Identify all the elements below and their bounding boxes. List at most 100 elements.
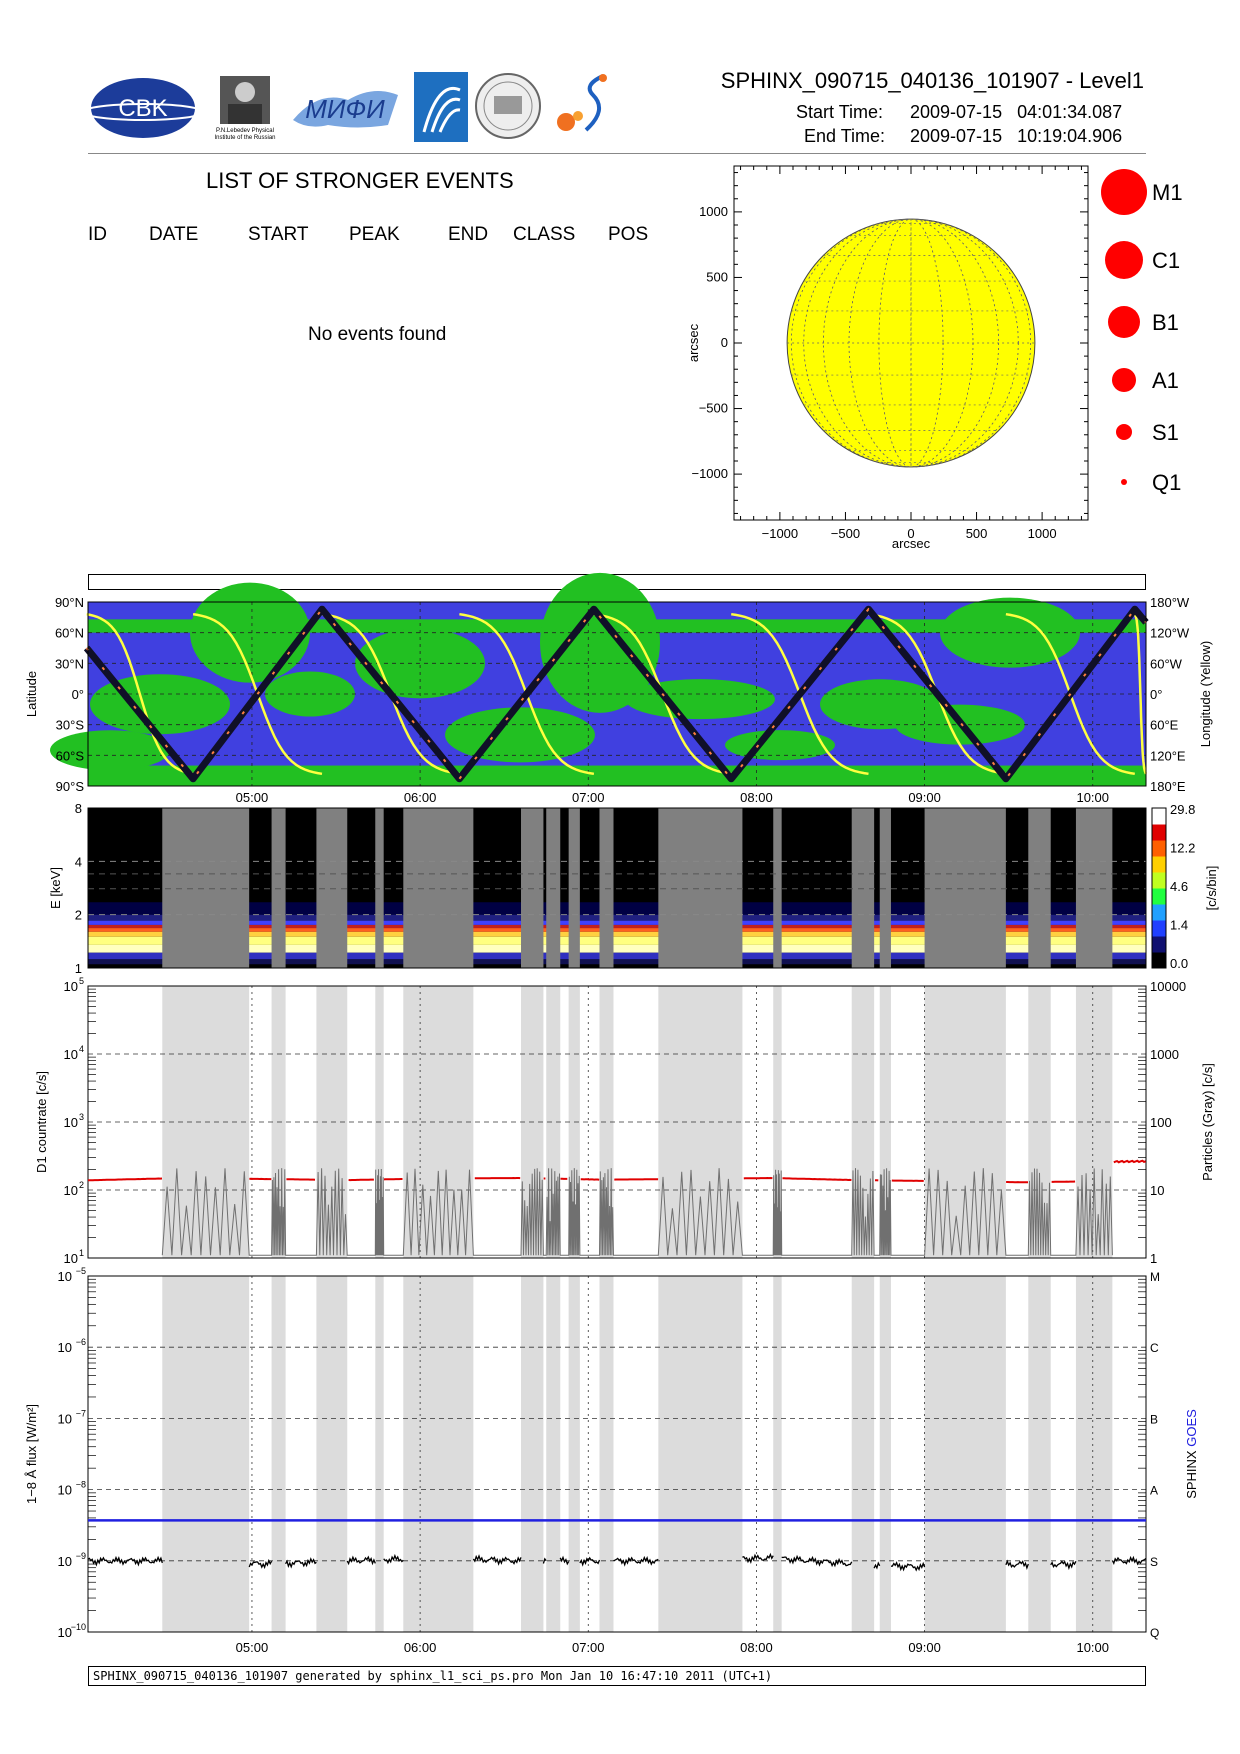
countrate-right-tick: 1000 xyxy=(1150,1047,1179,1062)
mifi-logo: МИФИ xyxy=(293,91,398,128)
colorbar-tick: 12.2 xyxy=(1170,841,1195,856)
flux-panel-gap xyxy=(924,1276,1006,1632)
orbit-frame xyxy=(87,601,1147,787)
flux-ytick-exp: −10 xyxy=(71,1622,86,1632)
flux-ytick: 10 xyxy=(58,1411,72,1426)
countrate-panel-gap xyxy=(879,986,891,1258)
colorbar-segment xyxy=(1152,888,1166,905)
disk-longitude-line xyxy=(878,218,944,468)
svg-text:Institute of the Russian: Institute of the Russian xyxy=(214,135,275,141)
disk-ytick-label: −500 xyxy=(699,401,728,416)
events-title: LIST OF STRONGER EVENTS xyxy=(206,168,514,193)
countrate-ytick-exp: 5 xyxy=(79,976,84,986)
flux-ytick-exp: −9 xyxy=(76,1551,86,1561)
colorbar-segment xyxy=(1152,808,1166,825)
orbit-ylabel: Latitude xyxy=(24,671,39,717)
countrate-ytick-exp: 4 xyxy=(79,1044,84,1054)
orbit-track-highlight xyxy=(85,607,1147,781)
spectrogram-gap xyxy=(521,808,544,968)
disk-ytick-label: 1000 xyxy=(699,204,728,219)
flux-time-label: 07:00 xyxy=(572,1640,605,1655)
legend-marker-q1 xyxy=(1121,479,1127,485)
flux-panel-gap xyxy=(658,1276,743,1632)
spectrogram-gap xyxy=(403,808,474,968)
orbit-lat-tick: 90°S xyxy=(56,779,85,794)
spectrogram-gap xyxy=(1028,808,1051,968)
col-start: START xyxy=(248,224,309,245)
flux-panel-gap xyxy=(546,1276,561,1632)
disk-ytick-label: 500 xyxy=(706,269,728,284)
disk-xtick-label: −1000 xyxy=(762,526,799,541)
colorbar-frame xyxy=(1151,807,1167,969)
sphinx-flux-line xyxy=(87,1552,1147,1572)
flux-ytick-exp: −6 xyxy=(76,1337,86,1347)
disk-ytick-label: −1000 xyxy=(691,466,728,481)
flux-panel-gap xyxy=(773,1276,782,1632)
legend-label-s1: S1 xyxy=(1152,420,1179,445)
disk-ylabel: arcsec xyxy=(686,323,701,362)
spectrogram-ytick: 2 xyxy=(75,908,82,923)
orbit-lat-tick: 30°S xyxy=(56,718,85,733)
colorbar-segment xyxy=(1152,952,1166,969)
legend-marker-a1 xyxy=(1112,368,1136,392)
arrow-logo xyxy=(414,72,468,142)
countrate-ytick: 10 xyxy=(64,1251,78,1266)
flux-panel-gap xyxy=(568,1276,580,1632)
col-class: CLASS xyxy=(513,224,576,245)
spectrogram-panel: 8 4 2 1 E [keV] 29.8 12.2 4.6 1.4 0.0 [c/s/bin] xyxy=(48,801,1219,976)
mifi-logo-text: МИФИ xyxy=(305,94,385,124)
orbit-land-south xyxy=(88,765,1146,786)
orbit-longitude-curve xyxy=(1133,613,1148,775)
orbit-land-patch xyxy=(265,671,355,717)
colorbar-segment xyxy=(1152,936,1166,953)
logo-strip: CBK P.N.Lebedev Physical Institute of th… xyxy=(82,70,628,146)
flux-panel: 10 −5 M10 −6 C10 −7 B10 −8 A10 −9 S10−10 Q1−8 Å flu… xyxy=(24,1266,1199,1655)
countrate-ytick: 10 xyxy=(64,1115,78,1130)
disk-content xyxy=(786,218,1036,468)
countrate-ytick: 10 xyxy=(64,1047,78,1062)
colorbar-tick: 29.8 xyxy=(1170,802,1195,817)
spectrogram-band xyxy=(88,928,1146,932)
disk-longitude-line xyxy=(790,218,1032,468)
spectrogram-gap xyxy=(924,808,1006,968)
orbit-lon-tick: 120°E xyxy=(1150,748,1186,763)
legend-label-m1: M1 xyxy=(1152,180,1183,205)
spectrogram-band xyxy=(88,914,1146,921)
flux-class-tick: Q xyxy=(1150,1626,1159,1640)
orbit-lat-tick: 30°N xyxy=(55,656,84,671)
start-time-label: Start Time: xyxy=(796,102,884,122)
seal-logo xyxy=(475,73,541,139)
spectrogram-gap xyxy=(546,808,561,968)
flux-panel-gap xyxy=(879,1276,891,1632)
countrate-ytick-exp: 3 xyxy=(79,1112,84,1122)
flux-ytick-exp: −8 xyxy=(76,1480,86,1490)
flux-ytick: 10 xyxy=(58,1269,72,1284)
spectrogram-gap xyxy=(599,808,614,968)
events-header-row: ID DATE START PEAK END CLASS POS xyxy=(0,224,660,250)
spectrogram-ylabel: E [keV] xyxy=(48,867,63,909)
countrate-line xyxy=(88,1159,1147,1184)
orbit-lon-tick: 60°E xyxy=(1150,718,1179,733)
disk-xtick-label: 500 xyxy=(966,526,988,541)
disk-xlabel: arcsec xyxy=(892,536,931,551)
footer-text: SPHINX_090715_040136_101907 generated by… xyxy=(93,1669,773,1683)
orbit-lat-tick: 0° xyxy=(72,687,84,702)
legend-marker-m1 xyxy=(1101,169,1147,215)
flux-ytick: 10 xyxy=(58,1554,72,1569)
colorbar-segment xyxy=(1152,824,1166,841)
countrate-right-tick: 1 xyxy=(1150,1251,1157,1266)
orbit-lon-tick: 180°W xyxy=(1150,595,1190,610)
svg-text:P.N.Lebedev Physical: P.N.Lebedev Physical xyxy=(216,128,274,134)
spectrogram-band xyxy=(88,944,1146,953)
flux-panel-frame xyxy=(87,1275,1147,1633)
flux-panel-gap xyxy=(521,1276,544,1632)
spectrogram-gap xyxy=(375,808,384,968)
spectrogram-ytick: 4 xyxy=(75,854,82,869)
cbk-logo-text: CBK xyxy=(118,95,167,122)
end-time-value: 2009-07-15 10:19:04.906 xyxy=(910,126,1123,146)
countrate-panel-gap xyxy=(773,986,782,1258)
legend-marker-c1 xyxy=(1105,241,1143,279)
col-peak: PEAK xyxy=(349,224,400,245)
orbit-land-patch xyxy=(540,572,660,713)
spectrogram-band xyxy=(88,920,1146,925)
